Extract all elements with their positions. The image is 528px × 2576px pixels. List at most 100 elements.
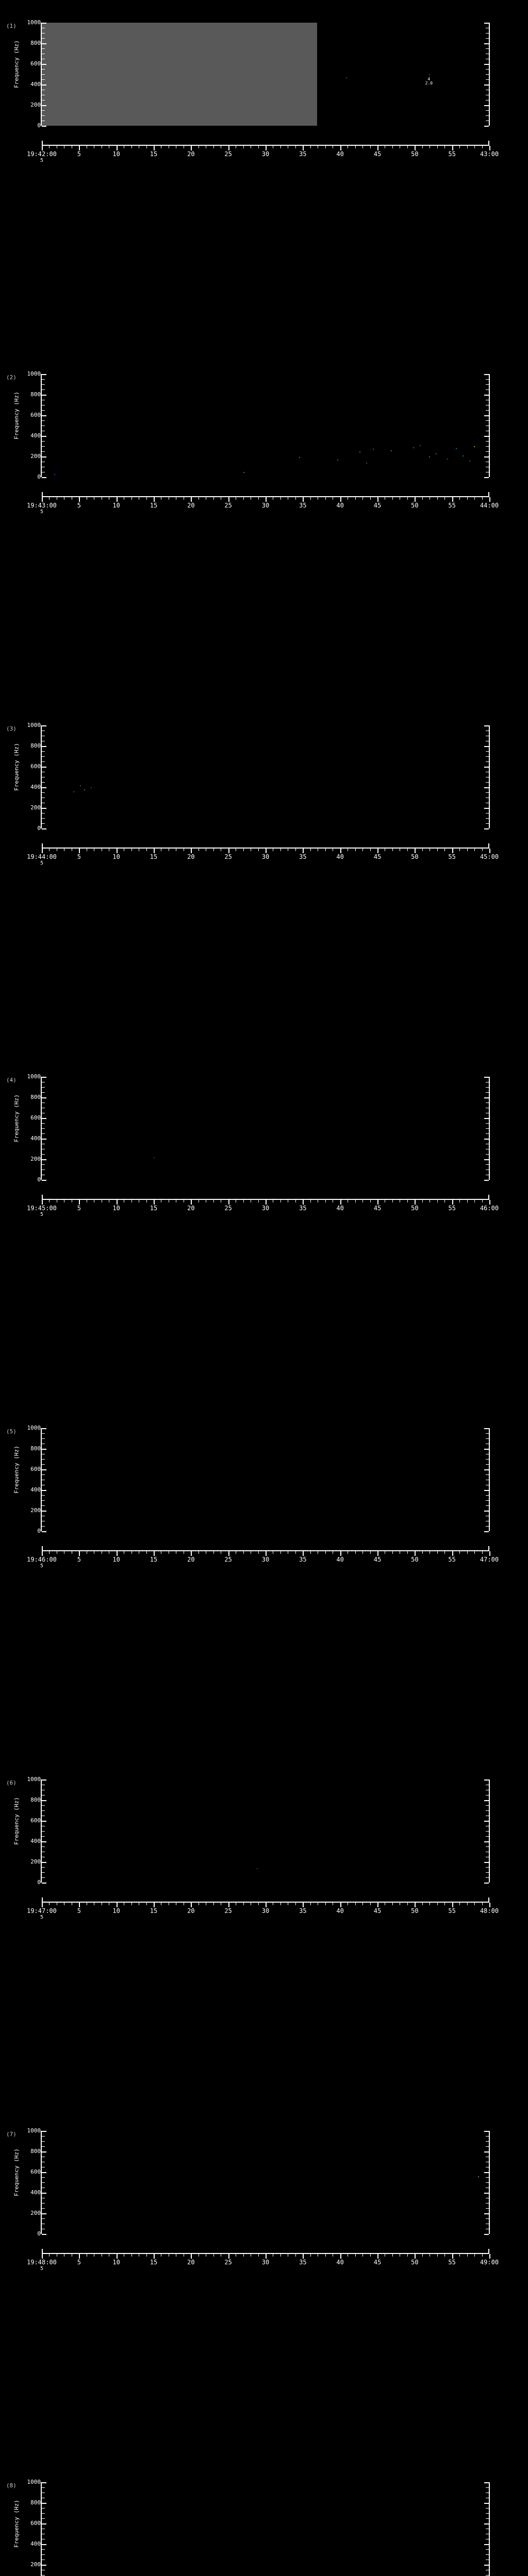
x-tick-label: 5: [77, 1205, 81, 1212]
right-axis-tick: [486, 2513, 489, 2514]
x-axis-spine: [42, 492, 490, 502]
x-tick-label: 35: [299, 2259, 307, 2266]
x-axis-tick: [243, 849, 244, 851]
x-axis-tick: [295, 2254, 296, 2257]
y-axis-tick: [42, 1087, 45, 1088]
y-tick-label: 800: [30, 1445, 41, 1452]
detection-marker: [469, 461, 470, 462]
x-axis-tick: [459, 1903, 460, 1905]
right-axis-tick: [486, 1836, 489, 1837]
x-axis-tick: [266, 2254, 267, 2259]
right-axis-tick: [486, 1154, 489, 1155]
spectrogram-panel: (3) Frequency (Hz) 1000 800 600 400 200 0 19:44:…: [0, 703, 528, 878]
x-tick-label: 40: [336, 502, 344, 509]
x-axis-tick: [489, 146, 490, 150]
y-axis-tick: [42, 2182, 45, 2183]
y-axis-tick: [42, 2549, 45, 2550]
x-tick-label: 35: [299, 1907, 307, 1914]
x-axis-tick: [258, 497, 259, 500]
x-axis-left-endcap: [42, 1195, 43, 1200]
x-axis-tick: [377, 146, 378, 150]
x-axis-tick: [295, 497, 296, 500]
right-axis-tick: [486, 1810, 489, 1811]
x-tick-label: 45: [373, 1907, 382, 1914]
x-axis-tick: [131, 1200, 132, 1202]
x-axis-left-endcap: [42, 2249, 43, 2254]
x-tick-label: 10: [112, 1556, 120, 1563]
y-tick-label: 800: [30, 1797, 41, 1803]
x-axis-tick: [362, 1551, 364, 1554]
right-axis-tick: [486, 2146, 489, 2147]
x-axis-tick: [116, 849, 118, 853]
right-axis-tick: [484, 84, 489, 86]
y-axis-tick: [42, 389, 45, 390]
x-axis-tick: [482, 1200, 483, 1202]
right-axis-tick: [486, 1123, 489, 1124]
y-axis-tick: [42, 384, 45, 385]
x-axis-tick: [489, 497, 490, 502]
x-axis-tick: [362, 1903, 364, 1905]
right-axis-tick: [486, 1867, 489, 1868]
x-axis-tick: [444, 1903, 446, 1905]
y-axis-tick: [42, 2146, 45, 2147]
y-axis-tick: [42, 1500, 45, 1501]
x-axis-tick: [437, 1551, 438, 1554]
right-axis-tick: [486, 813, 489, 814]
y-axis-tick: [42, 1800, 46, 1801]
right-axis-tick: [486, 1128, 489, 1129]
right-axis-tick: [486, 761, 489, 762]
x-axis-tick: [325, 497, 326, 500]
y-axis-tick: [42, 1836, 45, 1837]
y-axis-tick: [42, 2136, 45, 2137]
x-tick-label: 30: [261, 1907, 270, 1914]
x-axis-tick: [355, 1551, 356, 1554]
y-axis-tick: [42, 1428, 46, 1429]
x-axis-tick: [213, 1551, 214, 1554]
x-axis-tick: [280, 1551, 281, 1554]
detection-marker: [154, 1157, 155, 1158]
right-axis-tick: [486, 38, 489, 39]
y-axis-tick: [42, 374, 46, 375]
right-axis-spine: [484, 374, 490, 478]
y-axis-tick: [42, 2513, 45, 2514]
plot-area: [42, 1780, 489, 1883]
x-axis-tick: [467, 849, 468, 851]
x-axis-tick: [370, 497, 371, 500]
spectrogram-panel: (4) Frequency (Hz) 1000 800 600 400 200 0 19:45:…: [0, 1054, 528, 1230]
x-axis-tick: [407, 1551, 408, 1554]
x-axis-tick: [42, 1551, 43, 1556]
x-axis-tick: [407, 497, 408, 500]
y-tick-label: 800: [30, 1094, 41, 1100]
x-axis-tick: [489, 2254, 490, 2259]
x-tick-sublabel: 5: [40, 158, 44, 163]
x-axis-tick: [474, 146, 475, 148]
y-axis-tick: [42, 2131, 46, 2132]
x-axis-tick: [191, 497, 192, 502]
plot-area: [42, 2482, 489, 2576]
x-tick-label: 45: [373, 1205, 382, 1212]
x-axis-tick: [310, 2254, 311, 2257]
y-tick-label: 0: [37, 1879, 41, 1886]
x-tick-label: 15: [150, 2259, 158, 2266]
x-axis-tick: [310, 1903, 311, 1905]
y-tick-label: 800: [30, 2499, 41, 2506]
x-axis-tick: [280, 1200, 281, 1202]
x-axis-tick: [79, 497, 80, 502]
detection-annotation: 4 2.0: [425, 77, 433, 86]
x-axis-right-endcap: [488, 1546, 489, 1551]
x-tick-label: 55: [448, 2259, 456, 2266]
detection-marker: [428, 74, 430, 75]
x-axis-tick: [116, 1551, 118, 1556]
y-axis-tick: [42, 2503, 46, 2504]
y-axis-tick: [42, 23, 46, 24]
detection-marker: [391, 450, 392, 451]
x-axis-tick: [310, 497, 311, 500]
x-tick-label: 45: [373, 853, 382, 860]
x-tick-label: 20: [187, 150, 195, 158]
right-axis-tick: [484, 1077, 489, 1078]
y-axis-tick: [42, 115, 45, 116]
y-axis-spine: [41, 1780, 46, 1884]
y-axis-tick: [42, 828, 46, 829]
x-axis-tick: [444, 2254, 446, 2257]
x-axis-tick: [303, 497, 304, 502]
